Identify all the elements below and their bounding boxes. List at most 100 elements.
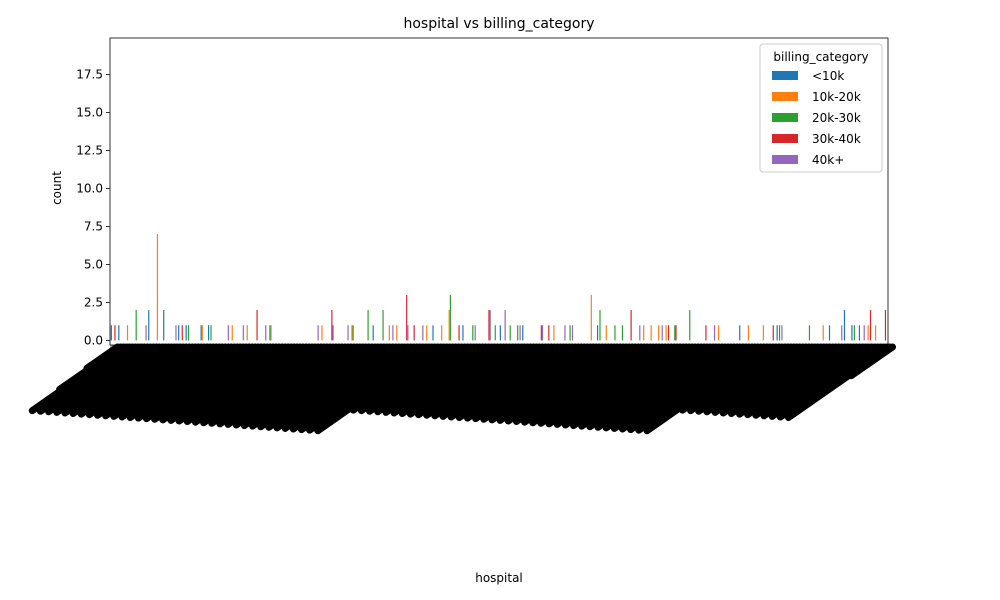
bar — [178, 325, 180, 341]
bar — [621, 325, 624, 341]
bar — [665, 325, 667, 341]
bar — [462, 325, 464, 341]
bar — [321, 325, 323, 341]
bar — [489, 310, 491, 341]
bar — [858, 325, 861, 341]
y-tick-label: 7.5 — [84, 219, 103, 233]
bar — [553, 325, 555, 341]
bar — [674, 325, 676, 341]
bar — [269, 325, 271, 341]
bar — [540, 325, 542, 341]
bar — [639, 325, 641, 341]
bar — [441, 325, 443, 341]
bar — [717, 325, 720, 341]
bar — [256, 310, 258, 341]
bar — [118, 325, 120, 341]
bar — [227, 325, 229, 341]
bar — [472, 325, 474, 341]
legend-label: 30k-40k — [812, 132, 861, 146]
bar — [156, 234, 159, 341]
bar — [148, 310, 150, 341]
bar — [541, 325, 544, 341]
bar — [689, 310, 691, 341]
bar — [874, 325, 877, 341]
bar — [822, 325, 824, 341]
bar — [713, 325, 716, 341]
bar — [571, 325, 574, 341]
bar — [517, 325, 519, 341]
legend-title: billing_category — [773, 50, 868, 64]
bar — [114, 325, 116, 341]
bar — [828, 325, 831, 341]
y-tick-label: 12.5 — [76, 143, 103, 157]
bar — [422, 325, 424, 341]
bar — [658, 325, 660, 341]
bar — [739, 325, 741, 341]
plot-area — [110, 234, 887, 341]
bar — [231, 325, 233, 341]
legend-swatch — [772, 71, 798, 80]
bar — [522, 325, 524, 341]
bar — [317, 325, 319, 341]
legend-swatch — [772, 92, 798, 101]
bar — [372, 325, 374, 341]
y-ticks: 0.0 2.5 5.0 7.5 10.0 12.5 15.0 17.5 — [76, 67, 110, 347]
y-tick-label: 15.0 — [76, 105, 103, 119]
bar — [605, 325, 607, 341]
bar — [201, 325, 203, 341]
y-tick-label: 10.0 — [76, 181, 103, 195]
bar — [808, 325, 811, 341]
bar — [406, 294, 408, 341]
bar — [667, 325, 670, 341]
y-tick-label: 2.5 — [84, 295, 103, 309]
bar — [488, 310, 490, 341]
x-tick-label-mass — [28, 343, 897, 435]
bar — [145, 325, 147, 341]
bar — [661, 325, 663, 341]
bar — [352, 325, 354, 341]
bar — [590, 294, 592, 341]
bar — [396, 325, 398, 341]
bar — [843, 310, 846, 341]
bar — [851, 325, 853, 341]
bar — [392, 325, 394, 341]
bar — [776, 325, 778, 341]
y-tick-label: 5.0 — [84, 257, 103, 271]
bar — [867, 325, 869, 341]
bar — [614, 325, 616, 341]
bar — [181, 325, 183, 341]
bar — [126, 325, 129, 341]
bar — [265, 325, 267, 341]
bar — [449, 294, 451, 341]
bar — [747, 325, 750, 341]
x-tick-labels — [28, 343, 897, 435]
legend-swatch — [772, 113, 798, 122]
bar — [569, 325, 571, 341]
bar — [643, 325, 645, 341]
bar — [413, 325, 415, 341]
bar — [675, 325, 677, 341]
bar — [458, 325, 460, 341]
bar — [331, 310, 333, 341]
legend-swatch — [772, 134, 798, 143]
bar — [494, 325, 496, 341]
bar — [270, 325, 272, 341]
bar — [519, 325, 521, 341]
bar — [185, 325, 187, 341]
bar — [863, 325, 865, 341]
bar — [246, 325, 248, 341]
bar — [596, 325, 599, 341]
bar — [187, 325, 190, 341]
legend-items: <10k 10k-20k 20k-30k 30k-40k 40k+ — [772, 69, 861, 167]
bar — [474, 325, 476, 341]
bar — [426, 325, 428, 341]
bar — [884, 310, 887, 341]
bar — [564, 325, 566, 341]
bar — [778, 325, 781, 341]
bar — [781, 325, 783, 341]
bar — [841, 325, 843, 341]
bar — [351, 325, 353, 341]
y-tick-label: 17.5 — [76, 67, 103, 81]
bar — [499, 325, 501, 341]
